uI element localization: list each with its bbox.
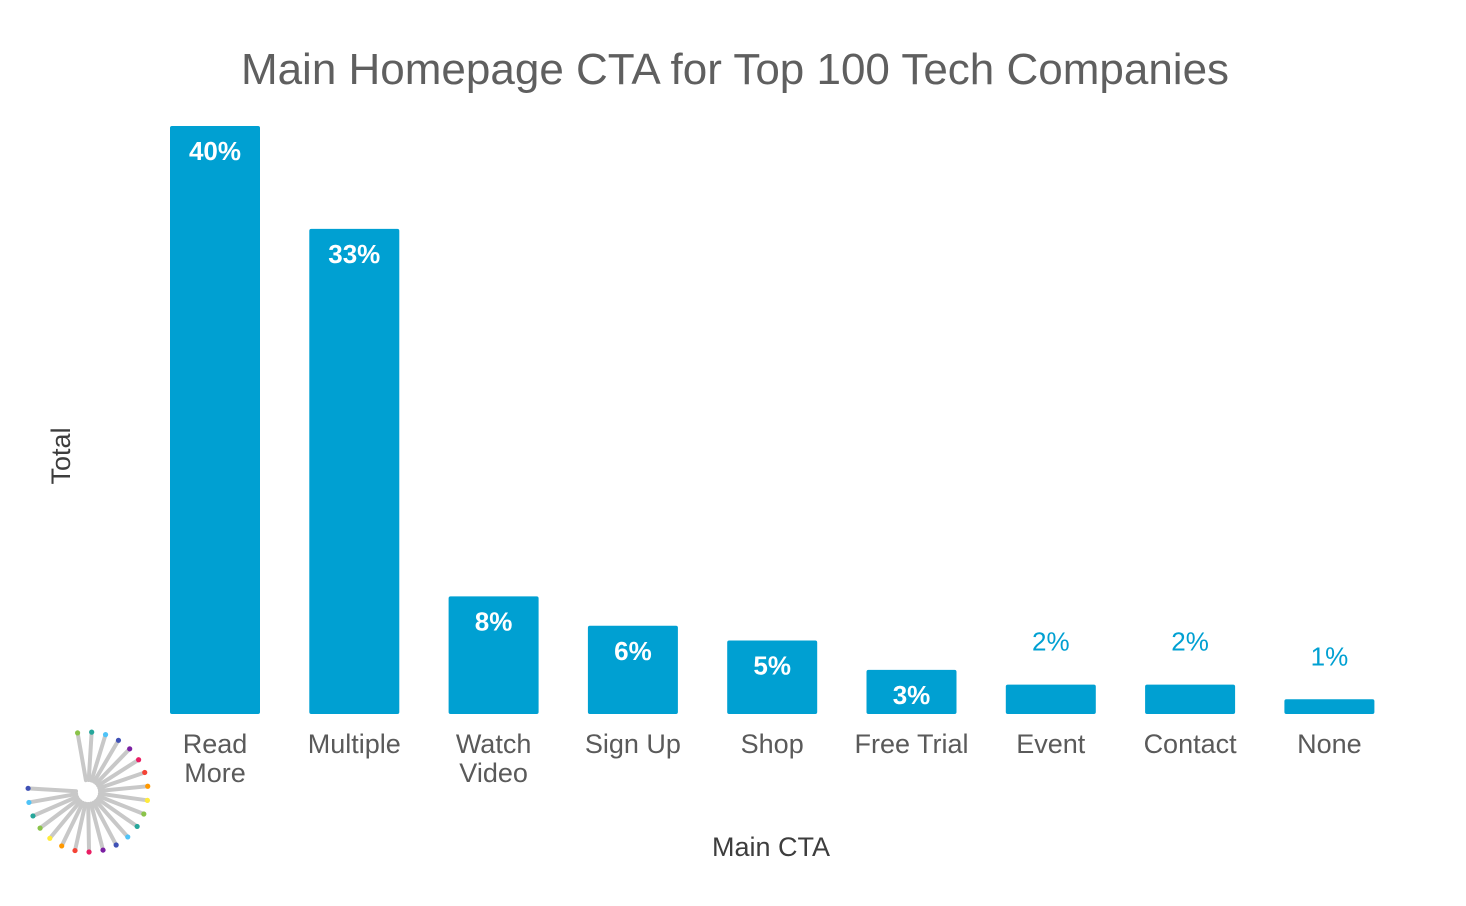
logo-spoke <box>97 791 148 803</box>
logo-spoke <box>91 800 118 846</box>
bars-group: 40% 33% 8% 6% 5% 3% 2% 2% 1% <box>170 126 1375 714</box>
logo-spoke <box>39 797 81 829</box>
x-tick-label-line: Read <box>183 729 248 759</box>
data-label: 8% <box>475 606 513 636</box>
bar <box>309 228 400 714</box>
x-tick-label: Read More <box>183 729 248 788</box>
x-tick-label-line: Sign Up <box>585 729 681 759</box>
logo-spoke <box>97 784 148 793</box>
logo-spoke <box>89 801 105 851</box>
logo-dot <box>72 847 78 854</box>
logo-spoke <box>86 801 92 852</box>
x-tick-label-line: Multiple <box>308 729 401 759</box>
data-label: 5% <box>753 651 791 681</box>
logo-dot <box>102 732 109 738</box>
y-axis-label: Total <box>46 427 76 484</box>
bar <box>170 126 260 714</box>
bar <box>727 640 818 714</box>
logo-dot <box>142 769 148 776</box>
logo-dot <box>37 825 43 831</box>
x-tick-label: Multiple <box>308 729 401 759</box>
x-tick-label-line: Contact <box>1144 729 1238 759</box>
logo-spoke <box>89 734 107 783</box>
x-tick-label-line: More <box>184 758 246 788</box>
logo-dot <box>113 842 119 848</box>
logo-dot <box>115 737 122 743</box>
logo-spoke <box>32 794 79 818</box>
logo-spoke <box>94 748 131 786</box>
x-ticks-group: Read More Multiple Watch Video Sign Up Shop Fre… <box>183 729 1362 788</box>
logo-dot <box>30 813 36 819</box>
logo-dot <box>100 847 106 853</box>
bar <box>866 669 957 714</box>
logo-spoke <box>73 801 88 851</box>
data-label: 40% <box>189 136 241 166</box>
x-tick-label-line: Free Trial <box>854 729 968 759</box>
chart-title: Main Homepage CTA for Top 100 Tech Compa… <box>241 45 1229 94</box>
logo-dot <box>47 835 53 841</box>
x-axis-label: Main CTA <box>712 832 830 862</box>
logo-dot <box>89 729 95 735</box>
x-tick-label-line: Watch <box>456 729 532 759</box>
x-tick-label: Shop <box>741 729 804 759</box>
x-tick-label-line: Shop <box>741 729 804 759</box>
logo-dot <box>25 785 31 791</box>
logo-dot <box>26 799 32 806</box>
bar <box>1005 684 1096 714</box>
x-tick-label-line: Video <box>459 758 528 788</box>
x-tick-label: Event <box>1016 729 1086 759</box>
logo-spoke <box>75 732 88 783</box>
logo-spoke <box>49 799 83 839</box>
bar <box>1284 699 1375 714</box>
logo-spoke <box>28 786 79 794</box>
x-tick-label: Contact <box>1144 729 1238 759</box>
bar <box>587 625 678 714</box>
logo-spoke <box>96 758 139 788</box>
data-label: 6% <box>614 636 652 666</box>
data-label: 2% <box>1032 627 1070 657</box>
data-label: 33% <box>328 239 380 269</box>
x-tick-label: Watch Video <box>456 729 532 788</box>
logo-spoke <box>86 732 94 783</box>
logo-dot <box>136 757 142 763</box>
logo-dot <box>86 849 92 855</box>
bar <box>448 596 539 714</box>
spoke-burst-logo-icon <box>25 729 151 855</box>
x-tick-label: Free Trial <box>854 729 968 759</box>
data-label: 3% <box>893 680 931 710</box>
bar <box>1145 684 1236 714</box>
logo-dot <box>134 823 140 830</box>
logo-dot <box>141 811 147 817</box>
logo-dot <box>125 834 131 840</box>
logo-spoke <box>95 796 138 828</box>
logo-dot <box>127 746 133 752</box>
data-label: 2% <box>1171 627 1209 657</box>
logo-dot <box>74 730 81 736</box>
logo-spoke <box>97 794 144 816</box>
data-label: 1% <box>1311 641 1349 671</box>
logo-spoke <box>97 771 145 791</box>
logo-spoke <box>93 798 129 838</box>
logo-dot <box>59 843 65 849</box>
logo-spoke <box>60 800 85 847</box>
x-tick-label-line: None <box>1297 729 1362 759</box>
logo-spoke <box>28 792 79 805</box>
logo-dot <box>145 783 151 789</box>
x-tick-label: Sign Up <box>585 729 681 759</box>
logo-dot <box>144 797 151 803</box>
logo-hub <box>79 783 97 801</box>
x-tick-label-line: Event <box>1016 729 1086 759</box>
x-tick-label: None <box>1297 729 1362 759</box>
logo-spoke <box>92 740 120 784</box>
